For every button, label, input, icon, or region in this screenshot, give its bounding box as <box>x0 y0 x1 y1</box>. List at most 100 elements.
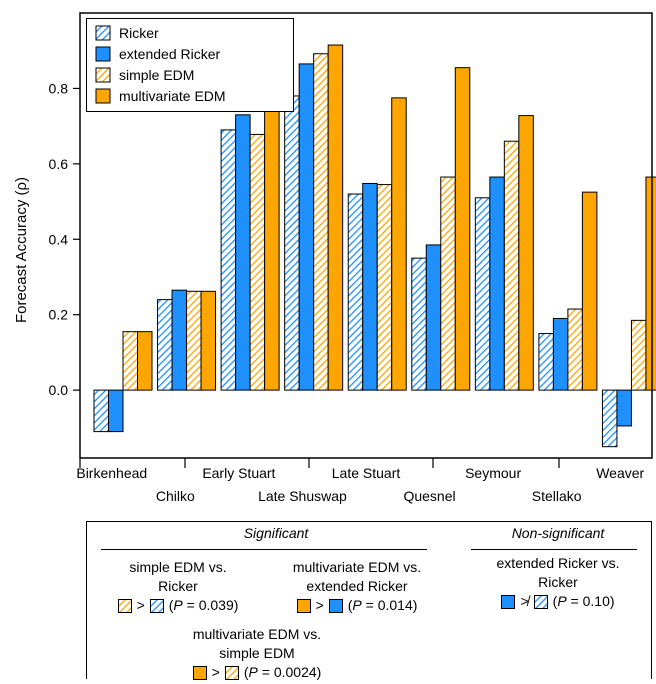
comparison-title-line1: extended Ricker vs. <box>496 555 620 571</box>
x-tick-label-quesnel: Quesnel <box>403 488 455 504</box>
significant-rule <box>101 549 427 550</box>
significant-heading: Significant <box>243 525 309 541</box>
bar-weaver-simple-edm <box>630 319 647 391</box>
bar-birkenhead-extended-ricker <box>108 389 124 433</box>
y-tick-label: 0.6 <box>49 156 69 172</box>
p-symbol: P <box>557 593 567 609</box>
bar-seymour-multivariate-edm <box>518 115 534 391</box>
bar-chart: 0.0 0.2 0.4 0.6 0.8 Birkenhead Chilko Early St… <box>13 12 656 504</box>
legend-item-simple-edm: simple EDM <box>95 66 194 84</box>
swatch-multivariate-edm <box>192 665 207 680</box>
bar-late-stuart-extended-ricker <box>362 182 378 391</box>
legend-label-ricker: Ricker <box>119 25 159 41</box>
p-value: = 0.039 <box>186 597 234 613</box>
bar-stellako-multivariate-edm <box>581 191 598 391</box>
y-tick-label: 0.4 <box>49 231 69 247</box>
legend-label-extended-ricker: extended Ricker <box>119 46 221 62</box>
x-tick-label-weaver: Weaver <box>596 465 644 481</box>
swatch-multivariate-edm <box>296 598 311 613</box>
x-tick-label-early-stuart: Early Stuart <box>202 465 275 481</box>
x-tick-label-late-shuswap: Late Shuswap <box>258 488 347 504</box>
p-symbol: P <box>248 664 258 680</box>
bar-quesnel-simple-edm <box>440 176 456 391</box>
p-value-text: (P = 0.039) <box>168 597 239 613</box>
legend-swatch-extended-ricker <box>95 46 111 62</box>
swatch-extended-ricker <box>501 594 516 609</box>
bar-early-stuart-simple-edm <box>249 133 266 391</box>
bar-quesnel-multivariate-edm <box>454 67 471 391</box>
bar-seymour-simple-edm <box>503 140 520 391</box>
plot-frame <box>79 12 653 459</box>
swatch-simple-edm <box>117 598 132 613</box>
bar-late-shuswap-ricker <box>284 95 300 391</box>
bar-weaver-multivariate-edm <box>645 176 656 391</box>
bar-late-shuswap-extended-ricker <box>298 63 315 391</box>
x-tick-label-stellako: Stellako <box>532 488 582 504</box>
bar-late-stuart-simple-edm <box>376 184 393 391</box>
p-symbol: P <box>173 597 183 613</box>
x-tick-label-late-stuart: Late Stuart <box>332 465 401 481</box>
y-axis-label: Forecast Accuracy (ρ) <box>13 177 30 323</box>
comparison-extended-vs-ricker: extended Ricker vs. Ricker ≯ (P = 0.10) <box>465 554 651 611</box>
legend-swatch-simple-edm <box>95 67 111 83</box>
comparison-symbol: > <box>211 664 220 680</box>
bar-chilko-multivariate-edm <box>200 290 217 391</box>
significance-panel: Significant Non-significant simple EDM v… <box>86 521 652 682</box>
swatch-ricker <box>533 594 548 609</box>
p-value: = 0.10 <box>570 593 610 609</box>
comparison-title-line2: simple EDM <box>219 645 295 661</box>
bar-late-shuswap-multivariate-edm <box>327 44 344 391</box>
bar-birkenhead-multivariate-edm <box>137 331 153 391</box>
comparison-multivariate-vs-simple: multivariate EDM vs. simple EDM > (P = 0… <box>147 625 367 682</box>
bars-layer <box>93 44 656 448</box>
comparison-multivariate-vs-extended: multivariate EDM vs. extended Ricker > (… <box>257 558 457 615</box>
legend-item-multivariate-edm: multivariate EDM <box>95 87 226 105</box>
legend-swatch-multivariate-edm <box>95 88 111 104</box>
chart-canvas: 0.0 0.2 0.4 0.6 0.8 Birkenhead Chilko Early St… <box>13 12 656 504</box>
comparison-title-line2: Ricker <box>538 574 578 590</box>
bar-quesnel-extended-ricker <box>425 244 442 391</box>
p-value-text: (P = 0.10) <box>552 593 615 609</box>
bar-quesnel-ricker <box>411 257 427 391</box>
legend-label-simple-edm: simple EDM <box>119 67 195 83</box>
x-tick-label-seymour: Seymour <box>465 465 521 481</box>
x-tick-label-birkenhead: Birkenhead <box>76 465 147 481</box>
bar-seymour-ricker <box>474 197 491 391</box>
bar-stellako-simple-edm <box>567 308 583 391</box>
comparison-simple-vs-ricker: simple EDM vs. Ricker > (P = 0.039) <box>89 558 267 615</box>
comparison-title-line1: multivariate EDM vs. <box>292 559 422 575</box>
p-symbol: P <box>352 597 362 613</box>
comparison-title-line2: extended Ricker <box>306 578 408 594</box>
comparison-symbol: ≯ <box>520 593 529 609</box>
bar-late-stuart-ricker <box>347 193 364 391</box>
y-tick-label: 0.2 <box>49 307 69 323</box>
bar-weaver-ricker <box>601 389 618 448</box>
legend: Ricker extended Ricker simple EDM multiv… <box>86 18 294 112</box>
legend-item-ricker: Ricker <box>95 24 159 42</box>
y-axis: 0.0 0.2 0.4 0.6 0.8 <box>49 80 80 398</box>
swatch-extended-ricker <box>328 598 343 613</box>
y-tick-label: 0.0 <box>49 382 69 398</box>
comparison-symbol: > <box>315 597 324 613</box>
x-axis: Birkenhead Chilko Early Stuart Late Shuswap… <box>76 458 645 504</box>
nonsignificant-heading: Non-significant <box>511 525 605 541</box>
nonsignificant-rule <box>471 549 637 550</box>
p-value: = 0.014 <box>365 597 413 613</box>
legend-swatch-ricker <box>95 25 111 41</box>
swatch-simple-edm <box>224 665 239 680</box>
bar-birkenhead-simple-edm <box>122 331 138 391</box>
bar-seymour-extended-ricker <box>489 176 505 391</box>
bar-chilko-extended-ricker <box>171 289 188 391</box>
bar-chilko-ricker <box>157 299 173 391</box>
p-value-text: (P = 0.014) <box>347 597 418 613</box>
legend-item-extended-ricker: extended Ricker <box>95 45 220 63</box>
bar-chilko-simple-edm <box>186 290 202 391</box>
p-value: = 0.0024 <box>261 664 317 680</box>
swatch-ricker <box>149 598 164 613</box>
comparison-title-line2: Ricker <box>158 578 198 594</box>
bar-late-shuswap-simple-edm <box>313 53 329 391</box>
bar-weaver-extended-ricker <box>616 389 632 427</box>
bar-birkenhead-ricker <box>93 389 109 433</box>
x-tick-label-chilko: Chilko <box>156 488 195 504</box>
bar-stellako-extended-ricker <box>552 317 569 391</box>
